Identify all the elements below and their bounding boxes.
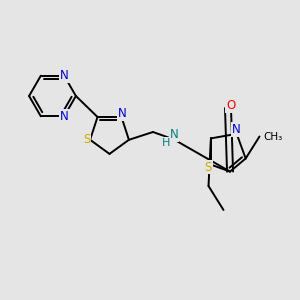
Text: O: O <box>226 99 236 112</box>
Text: CH₃: CH₃ <box>263 131 282 142</box>
Text: N: N <box>60 69 69 82</box>
Text: S: S <box>204 160 211 173</box>
Text: N: N <box>60 110 69 123</box>
Text: H: H <box>162 137 171 148</box>
Text: N: N <box>232 123 241 136</box>
Text: S: S <box>83 133 90 146</box>
Text: N: N <box>118 107 127 120</box>
Text: N: N <box>169 128 178 142</box>
